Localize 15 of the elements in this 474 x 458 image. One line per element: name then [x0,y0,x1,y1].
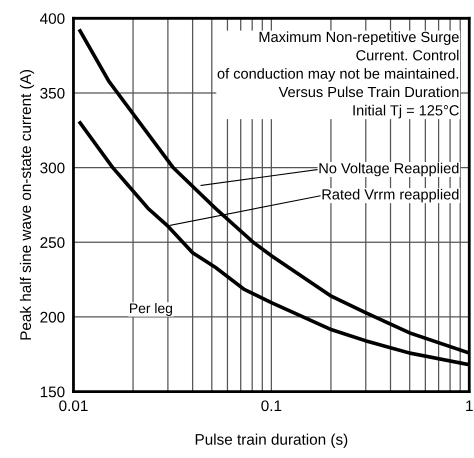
y-tick-label: 200 [40,312,65,323]
y-tick-label: 400 [40,13,65,24]
x-tick-label: 0.1 [261,400,282,412]
y-tick-label: 300 [40,162,65,174]
annotation: Maximum Non-repetitive Surge Current. Control of conduction may not be maintained. Versus Pulse Train Duration Initial Tj = 125°C [218,31,459,118]
annotation: Rated Vrrm reapplied [322,188,458,202]
y-tick-label: 150 [40,386,65,398]
y-axis-title: Peak half sine wave on-state current (A) [20,70,34,340]
x-tick-label: 1 [466,400,473,411]
x-axis-title: Pulse train duration (s) [196,434,348,448]
x-tick-label: 0.01 [59,400,88,412]
y-tick-label: 250 [40,237,65,248]
annotation: No Voltage Reapplied [319,162,458,176]
annotation: Per leg [130,302,172,316]
y-tick-label: 350 [40,88,65,99]
